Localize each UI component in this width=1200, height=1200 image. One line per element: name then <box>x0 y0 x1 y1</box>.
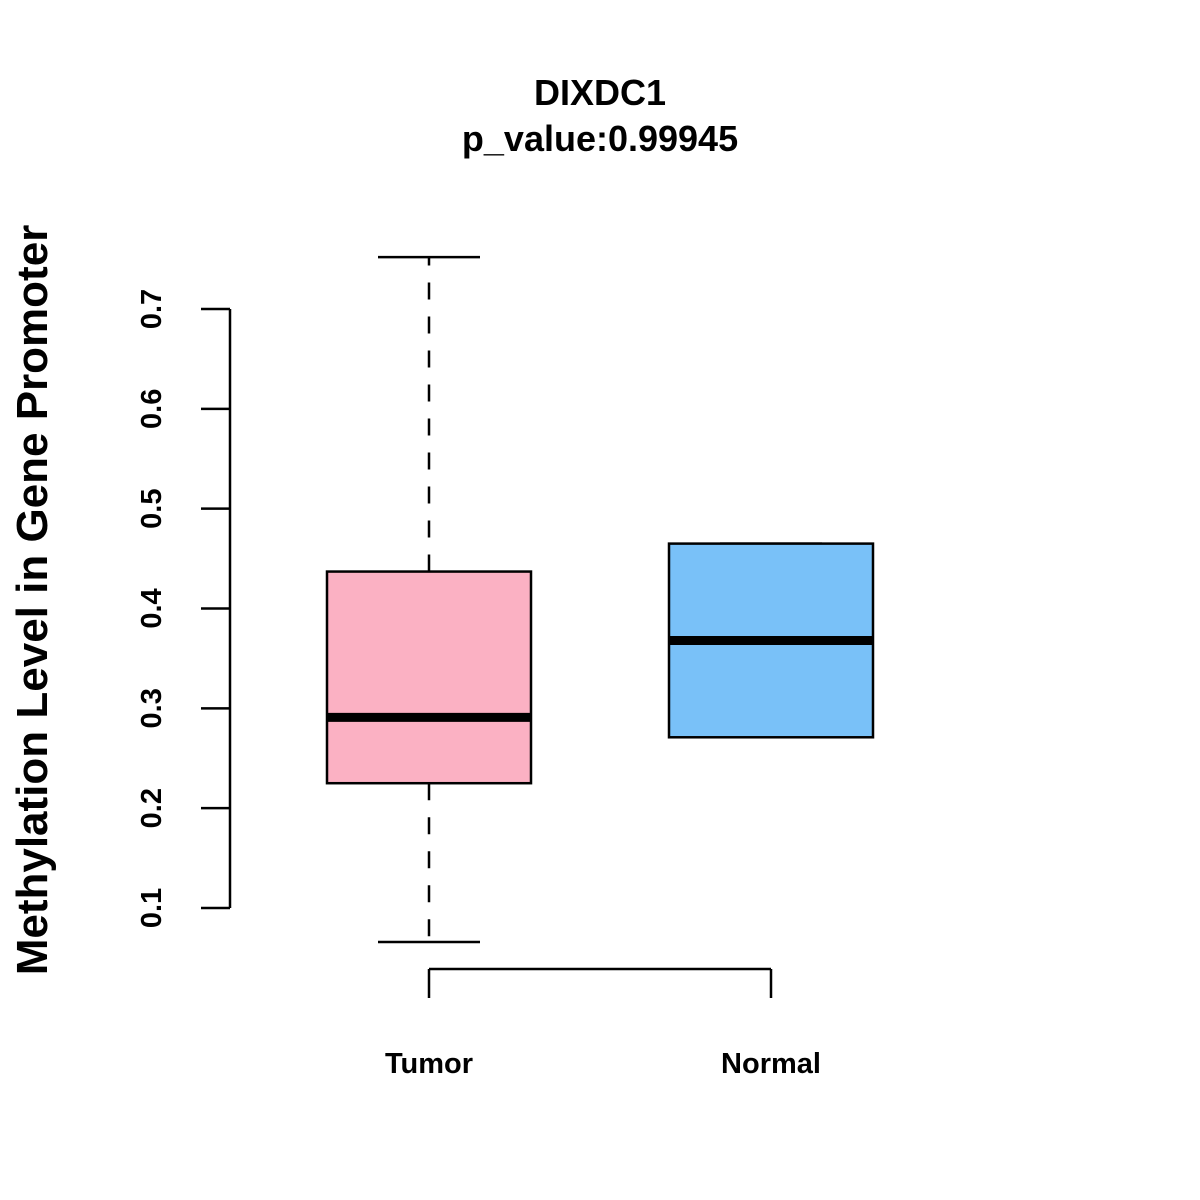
chart-subtitle: p_value:0.99945 <box>462 118 738 159</box>
y-tick-label: 0.7 <box>136 289 168 329</box>
chart-title: DIXDC1 <box>534 72 666 113</box>
y-axis: 0.1 0.2 0.3 0.4 0.5 0.6 0.7 <box>136 289 232 928</box>
y-tick-label: 0.4 <box>136 588 168 628</box>
boxes-layer <box>325 255 875 944</box>
box-normal <box>667 542 875 739</box>
x-tick-label: Tumor <box>385 1048 473 1080</box>
x-axis: Tumor Normal <box>385 967 821 1080</box>
y-axis-label: Methylation Level in Gene Promoter <box>8 225 57 976</box>
y-tick-label: 0.2 <box>136 788 168 828</box>
y-tick-label: 0.3 <box>136 688 168 728</box>
y-tick-label: 0.5 <box>136 489 168 529</box>
box-tumor <box>325 255 533 944</box>
x-tick-label: Normal <box>721 1048 821 1080</box>
y-tick-label: 0.6 <box>136 389 168 429</box>
box-rect <box>325 570 533 785</box>
y-tick-label: 0.1 <box>136 888 168 928</box>
